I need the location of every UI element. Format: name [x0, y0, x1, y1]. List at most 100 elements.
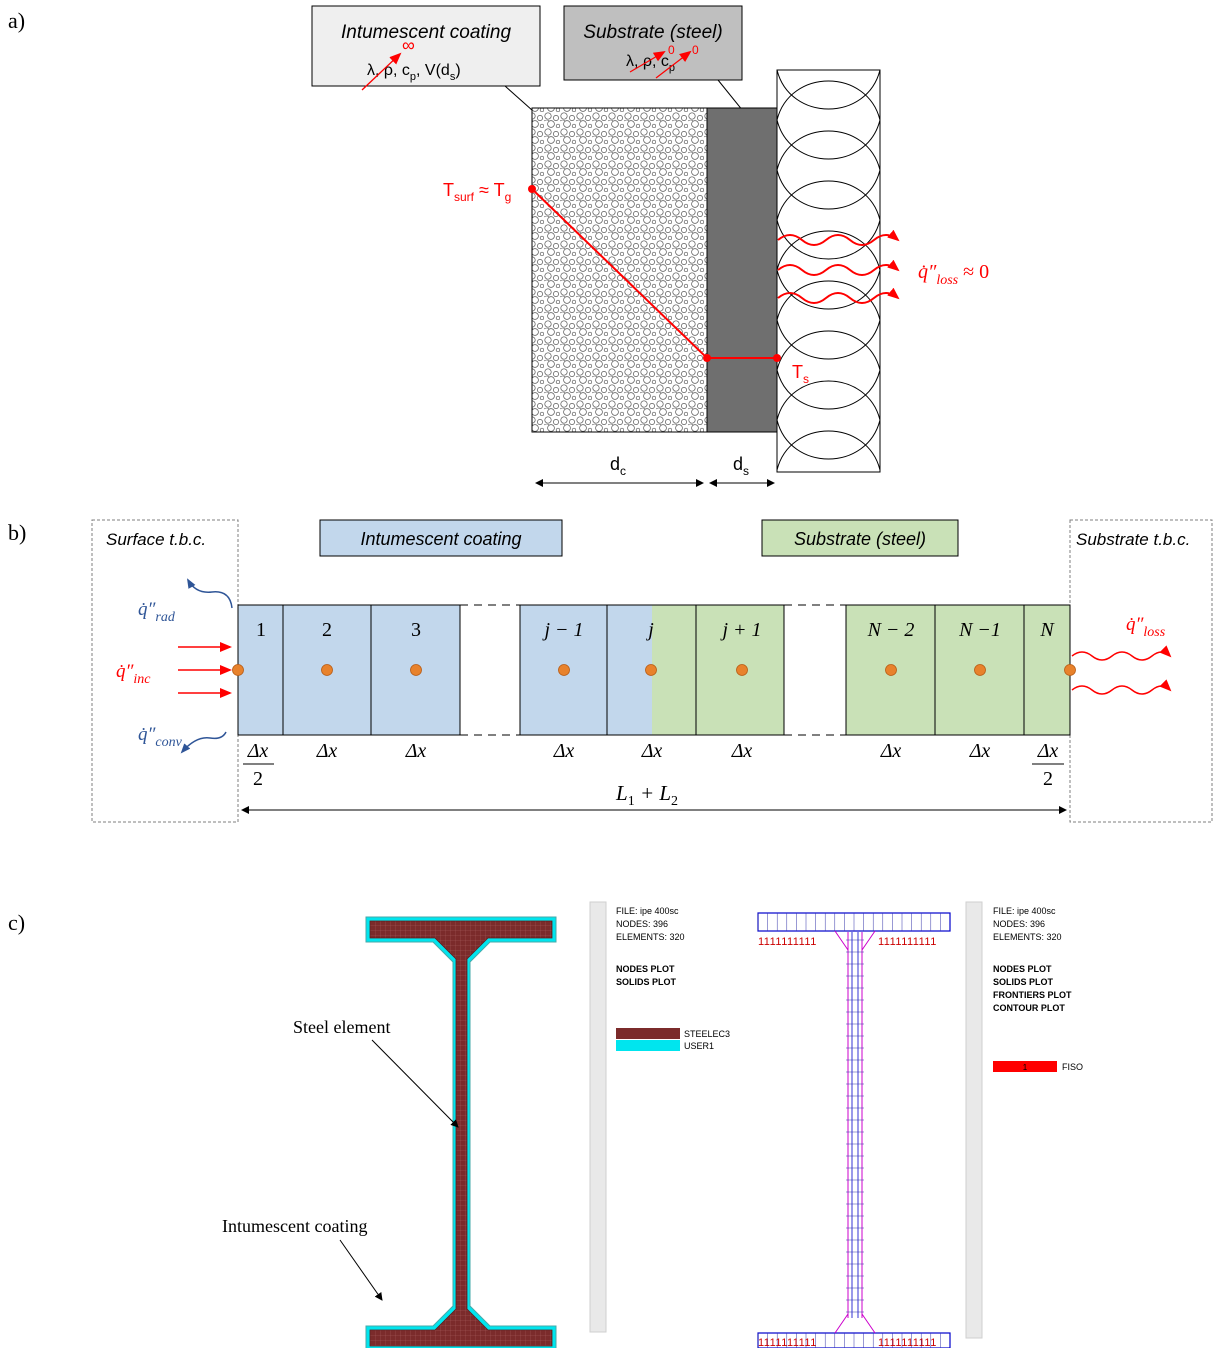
node-point	[736, 664, 748, 676]
panel-b-label: b)	[8, 520, 26, 545]
coating-property-box	[311, 5, 541, 87]
insulation-layer	[776, 69, 881, 473]
coating-red-arrow	[361, 52, 402, 91]
panel-a: a) Intumescent coating λ, ρ, cp, V(ds) ∞…	[8, 5, 989, 487]
node-point	[232, 664, 244, 676]
panel-c: c) Steel element Intumescent coating FIL…	[8, 901, 1083, 1348]
legend-fiso-tag: 1	[1023, 1063, 1028, 1072]
right-plot-contour: CONTOUR PLOT	[993, 1003, 1065, 1013]
coating-element-leader	[339, 1239, 383, 1301]
half-dx-denominator-right: 2	[1043, 768, 1053, 790]
half-dx-numerator-left: Δx	[247, 740, 269, 762]
legend-label-coating: USER1	[684, 1041, 714, 1051]
legend-label-fiso: FISO	[1062, 1062, 1083, 1072]
convection-loss-arrow	[180, 731, 227, 754]
coating-box-title: Intumescent coating	[341, 22, 511, 43]
cell-label: 2	[322, 619, 332, 641]
half-dx-denominator-left: 2	[253, 768, 263, 790]
insulation-loop	[776, 269, 881, 321]
surface-bc-label: Surface t.b.c.	[106, 530, 206, 549]
dx-label: Δx	[641, 740, 663, 762]
flange-marks-bottom-right: 1111111111	[878, 1337, 937, 1348]
ibeam-frontiers-plot	[757, 912, 951, 1348]
substrate-zero-1: 0	[668, 43, 675, 57]
right-info-elements: ELEMENTS: 320	[993, 932, 1062, 942]
panel-c-label: c)	[8, 910, 25, 935]
dx-label: Δx	[316, 740, 338, 762]
cells-mixed-block-steel	[652, 605, 784, 735]
radiation-flux-label: q̇″rad	[138, 599, 176, 625]
coating-thickness-label: dc	[610, 454, 626, 478]
substrate-red-arrow-2	[655, 50, 692, 79]
node-point	[558, 664, 570, 676]
substrate-label-box	[761, 519, 959, 557]
substrate-bc-box	[1069, 519, 1213, 823]
cell-label: N −1	[958, 619, 1001, 641]
insulation-loop	[776, 369, 881, 421]
substrate-property-box	[563, 5, 743, 81]
node-points	[232, 664, 1076, 676]
cell-label: N − 2	[867, 619, 915, 641]
right-info-nodes: NODES: 396	[993, 919, 1045, 929]
node-point	[885, 664, 897, 676]
ibeam-steel-section	[369, 920, 553, 1347]
substrate-box-title: Substrate (steel)	[583, 22, 722, 43]
flange-marks-top-left: 1111111111	[758, 936, 817, 948]
node-point	[645, 664, 657, 676]
insulation-loop	[776, 69, 881, 121]
substrate-bc-label: Substrate t.b.c.	[1076, 530, 1190, 549]
panel-b: b) Surface t.b.c. Substrate t.b.c. Intum…	[8, 519, 1213, 823]
coating-label: Intumescent coating	[360, 529, 521, 549]
right-plot-frontiers: FRONTIERS PLOT	[993, 990, 1072, 1000]
cell-label: j − 1	[541, 619, 583, 641]
surface-temperature-point	[528, 185, 536, 193]
coating-element-label: Intumescent coating	[222, 1216, 367, 1236]
substrate-label: Substrate (steel)	[794, 529, 926, 549]
cell-label: j + 1	[719, 619, 761, 641]
intumescent-coating-layer	[531, 107, 708, 433]
insulation-loop	[776, 169, 881, 221]
left-info-elements: ELEMENTS: 320	[616, 932, 685, 942]
steel-element-leader	[371, 1039, 459, 1128]
cells-steel-block	[845, 604, 1071, 736]
insulation-loop	[776, 319, 881, 371]
node-point	[1064, 664, 1076, 676]
substrate-loss-wave-1	[1071, 645, 1172, 661]
insulation-loop	[776, 419, 881, 471]
steel-temperature-label: Ts	[792, 362, 809, 386]
legend-swatch-coating	[616, 1040, 680, 1051]
heat-loss-wave-3	[777, 287, 900, 304]
info-panel-divider-left	[589, 901, 607, 1333]
legend-label-steel: STEELEC3	[684, 1029, 730, 1039]
total-length-label: L1 + L2	[615, 781, 678, 809]
heat-loss-wave-2	[777, 259, 900, 276]
substrate-loss-wave-2	[1071, 679, 1172, 695]
interface-temperature-point	[703, 354, 711, 362]
right-plot-nodes: NODES PLOT	[993, 964, 1052, 974]
dx-label: Δx	[553, 740, 575, 762]
substrate-zero-2: 0	[692, 43, 699, 57]
node-point	[410, 664, 422, 676]
panel-a-label: a)	[8, 8, 25, 33]
coating-infinity-symbol: ∞	[402, 35, 415, 55]
cells-mixed-block-outline	[519, 604, 785, 736]
left-info-file: FILE: ipe 400sc	[616, 906, 679, 916]
right-info-file: FILE: ipe 400sc	[993, 906, 1056, 916]
cell-label: j	[645, 619, 654, 641]
left-plot-nodes: NODES PLOT	[616, 964, 675, 974]
steel-substrate-layer	[706, 107, 778, 433]
surface-temperature-label: Tsurf ≈ Tg	[443, 180, 511, 204]
cells-coating-block-1	[237, 604, 461, 736]
half-dx-numerator-right: Δx	[1037, 740, 1059, 762]
left-info-nodes: NODES: 396	[616, 919, 668, 929]
convection-flux-label: q̇″conv	[138, 724, 183, 750]
ibeam-solids-plot	[365, 916, 557, 1348]
dx-label: Δx	[405, 740, 427, 762]
heat-loss-label: q̇″loss ≈ 0	[918, 261, 989, 288]
flange-marks-top-right: 1111111111	[878, 936, 937, 948]
info-panel-divider-right	[965, 901, 983, 1339]
flange-marks-bottom-left: 1111111111	[758, 1337, 817, 1348]
dx-label: Δx	[731, 740, 753, 762]
dx-label: Δx	[880, 740, 902, 762]
incident-flux-label: q̇″inc	[116, 661, 151, 687]
